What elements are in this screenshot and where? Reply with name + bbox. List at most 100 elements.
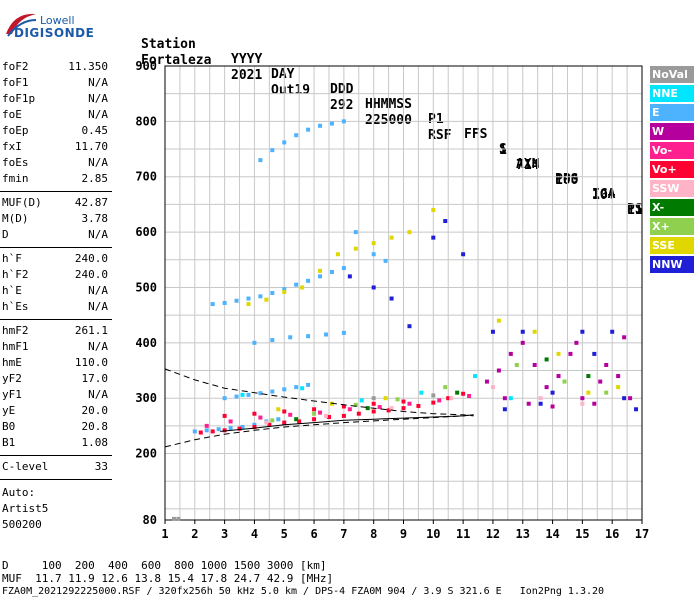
- param-row: h`F2 240.0: [2, 268, 108, 284]
- param-row: foE N/A: [2, 108, 108, 124]
- param-row: fxI 11.70: [2, 140, 108, 156]
- data-point: [276, 417, 281, 422]
- param-value: 240.0: [74, 268, 108, 281]
- data-point: [598, 379, 603, 384]
- data-point: [312, 411, 317, 416]
- data-point: [538, 396, 543, 401]
- header-value-s: 1: [499, 143, 507, 158]
- data-point: [270, 148, 275, 153]
- data-point: [252, 411, 257, 416]
- param-name: h`Es: [2, 300, 29, 313]
- data-point: [416, 403, 421, 408]
- param-row: hmF2 261.1: [2, 324, 108, 340]
- data-point: [318, 274, 323, 279]
- param-name: foEs: [2, 156, 29, 169]
- data-point: [318, 123, 323, 128]
- param-name: foEp: [2, 124, 29, 137]
- data-point: [443, 385, 448, 390]
- x-tick-label: 4: [251, 527, 258, 541]
- virtual-height-bound-curve: [164, 368, 474, 417]
- param-row: hmE 110.0: [2, 356, 108, 372]
- scaler-version: 500200: [2, 518, 108, 534]
- data-point: [347, 407, 352, 412]
- header-value-p1: RSF: [428, 128, 452, 143]
- data-point: [294, 385, 299, 390]
- data-point: [467, 393, 472, 398]
- legend-label: E: [652, 106, 660, 119]
- param-name: fxI: [2, 140, 22, 153]
- data-point: [371, 252, 376, 257]
- scaling-mode: Auto:: [2, 486, 108, 502]
- data-point: [329, 401, 334, 406]
- data-point: [622, 396, 627, 401]
- legend-label: SSE: [652, 239, 675, 252]
- data-point: [490, 385, 495, 390]
- y-tick-label: 500: [135, 280, 157, 294]
- data-point: [550, 390, 555, 395]
- param-row: MUF(D) 42.87: [2, 196, 108, 212]
- data-point: [323, 413, 328, 418]
- data-point: [610, 329, 615, 334]
- data-point: [386, 408, 391, 413]
- data-point: [628, 396, 633, 401]
- param-name: C-level: [2, 460, 49, 473]
- data-point: [407, 324, 412, 329]
- param-name: fmin: [2, 172, 29, 185]
- param-value: N/A: [88, 228, 108, 241]
- data-point: [371, 409, 376, 414]
- data-point: [341, 119, 346, 124]
- param-value: 20.0: [81, 404, 109, 417]
- param-value: 0.45: [81, 124, 109, 137]
- x-tick-label: 15: [575, 527, 589, 541]
- data-point: [258, 391, 263, 396]
- data-point: [318, 410, 323, 415]
- legend-item: SSW: [650, 180, 694, 197]
- param-value: 20.8: [81, 420, 109, 433]
- header-label-hhmmss: HHMMSS: [365, 97, 412, 112]
- header-value-pps: 100: [555, 173, 579, 188]
- param-name: B0: [2, 420, 16, 433]
- param-name: MUF(D): [2, 196, 42, 209]
- param-name: yE: [2, 404, 16, 417]
- data-point: [312, 407, 317, 412]
- data-point: [359, 398, 364, 403]
- data-point: [258, 415, 263, 420]
- data-point: [341, 413, 346, 418]
- muf-row: MUF 11.7 11.9 12.6 13.8 15.4 17.8 24.7 4…: [2, 572, 334, 585]
- data-point: [443, 219, 448, 224]
- data-point: [323, 332, 328, 337]
- data-point: [502, 407, 507, 412]
- legend-item: NNW: [650, 256, 694, 273]
- x-tick-label: 6: [310, 527, 317, 541]
- data-point: [395, 397, 400, 402]
- x-tick-label: 16: [605, 527, 619, 541]
- param-value: N/A: [88, 92, 108, 105]
- data-point: [604, 362, 609, 367]
- param-row: D N/A: [2, 228, 108, 244]
- param-value: 2.85: [81, 172, 109, 185]
- header-value-year: 2021: [231, 68, 263, 83]
- logo-line-lowell: Lowell: [40, 14, 75, 27]
- data-point: [258, 294, 263, 299]
- param-name: hmF2: [2, 324, 29, 337]
- param-row: foF1 N/A: [2, 76, 108, 92]
- param-row: foEs N/A: [2, 156, 108, 172]
- data-point: [455, 390, 460, 395]
- data-point: [171, 516, 176, 521]
- data-point: [389, 296, 394, 301]
- data-point: [446, 396, 451, 401]
- data-point: [329, 121, 334, 126]
- param-divider: [0, 455, 112, 456]
- param-name: M(D): [2, 212, 29, 225]
- legend-item: W: [650, 123, 694, 140]
- logo-swoosh-icon: [6, 13, 37, 37]
- legend-item: Vo-: [650, 142, 694, 159]
- x-tick-label: 12: [486, 527, 500, 541]
- legend-item: SSE: [650, 237, 694, 254]
- data-point: [246, 302, 251, 307]
- data-point: [222, 428, 227, 433]
- data-point: [431, 393, 436, 398]
- param-name: foF1: [2, 76, 29, 89]
- header-label-day: DAY: [271, 67, 295, 82]
- data-point: [258, 158, 263, 163]
